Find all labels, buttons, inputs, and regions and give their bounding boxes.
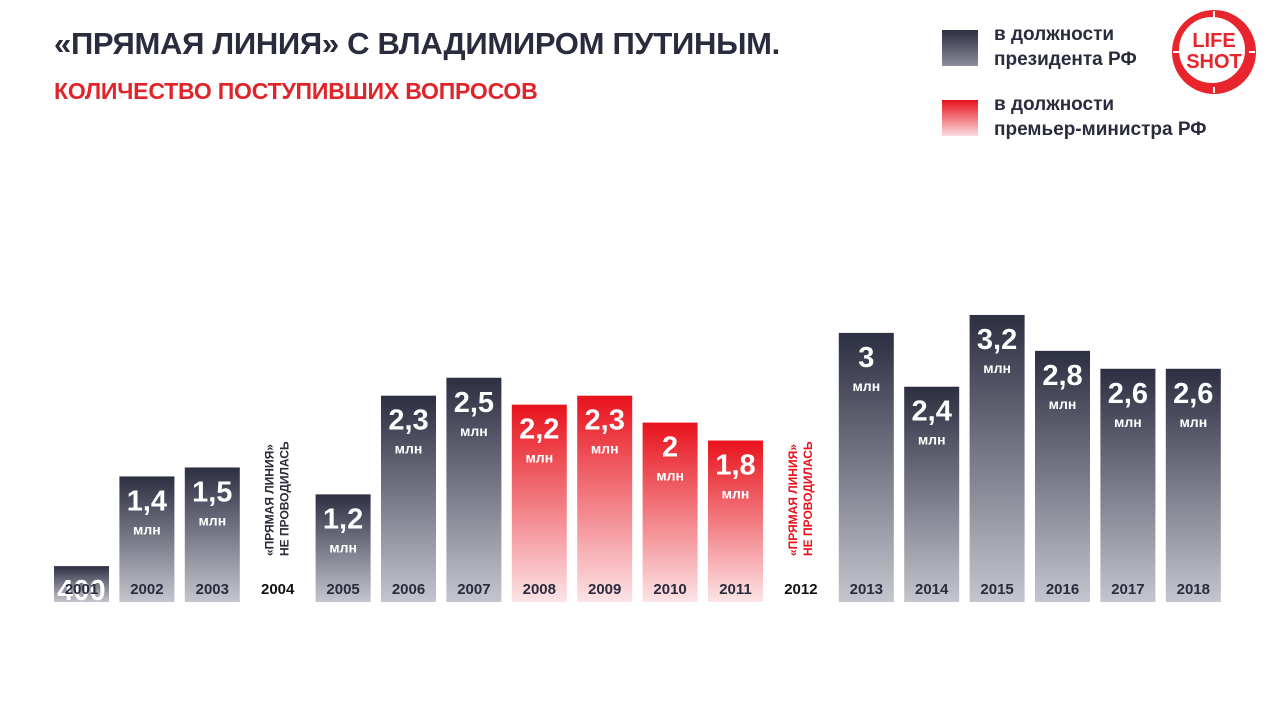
year-label-2013: 2013 <box>850 581 883 598</box>
logo-text-bottom: SHOT <box>1186 51 1242 73</box>
bar-2002 <box>119 476 175 602</box>
bar-2010 <box>642 422 698 602</box>
year-label-2003: 2003 <box>196 581 229 598</box>
bar-unit-2013: млн <box>852 378 880 394</box>
year-label-2017: 2017 <box>1111 581 1144 598</box>
bar-unit-2009: млн <box>591 441 619 457</box>
logo-ring <box>1179 17 1245 83</box>
chart-subtitle: КОЛИЧЕСТВО ПОСТУПИВШИХ ВОПРОСОВ <box>54 78 538 104</box>
bar-2003 <box>184 467 240 602</box>
bar-value-2015: 3,2 <box>977 324 1017 356</box>
bar-value-2002: 1,4 <box>127 485 167 517</box>
year-label-2014: 2014 <box>915 581 949 598</box>
bar-unit-2002: млн <box>133 521 161 537</box>
bar-2013 <box>838 332 894 602</box>
bar-2011 <box>708 440 763 602</box>
bar-2009 <box>577 395 633 602</box>
bar-value-2007: 2,5 <box>454 387 494 419</box>
year-label-2001: 2001 <box>65 581 98 598</box>
year-label-2002: 2002 <box>130 581 163 598</box>
bar-unit-2005: млн <box>329 539 357 555</box>
year-label-2018: 2018 <box>1177 581 1210 598</box>
lifeshot-logo: LIFE SHOT <box>1172 10 1256 94</box>
year-label-2010: 2010 <box>653 581 686 598</box>
bar-value-2018: 2,6 <box>1173 378 1213 410</box>
year-label-2004: 2004 <box>261 581 295 598</box>
bar-value-2003: 1,5 <box>192 476 232 508</box>
bar-value-2014: 2,4 <box>912 396 952 428</box>
year-label-2005: 2005 <box>326 581 359 598</box>
no-event-note-line2: НЕ ПРОВОДИЛАСЬ <box>801 441 815 556</box>
bar-2006 <box>381 395 436 602</box>
bar-unit-2011: млн <box>722 486 750 502</box>
year-label-2006: 2006 <box>392 581 425 598</box>
chart-title: «ПРЯМАЯ ЛИНИЯ» С ВЛАДИМИРОМ ПУТИНЫМ. <box>54 26 780 61</box>
no-event-note-line2: НЕ ПРОВОДИЛАСЬ <box>278 441 292 556</box>
bar-value-2013: 3 <box>858 342 874 374</box>
logo-text-top: LIFE <box>1192 30 1236 52</box>
legend-item-president: в должности президента РФ <box>942 22 1234 72</box>
bar-value-2005: 1,2 <box>323 503 363 535</box>
bar-unit-2006: млн <box>395 441 423 457</box>
bar-2017 <box>1100 368 1156 602</box>
no-event-note-2004: «ПРЯМАЯ ЛИНИЯ»НЕ ПРОВОДИЛАСЬ <box>263 441 292 556</box>
bar-unit-2016: млн <box>1049 396 1077 412</box>
year-label-2011: 2011 <box>719 581 752 598</box>
legend-swatch-president <box>942 30 978 66</box>
bar-2007 <box>446 377 502 602</box>
bar-2008 <box>511 404 567 602</box>
bar-unit-2003: млн <box>198 512 226 528</box>
bar-value-2008: 2,2 <box>519 414 559 446</box>
bar-value-2011: 1,8 <box>715 450 755 482</box>
legend-swatch-premier <box>942 100 978 136</box>
bar-2014 <box>904 386 960 602</box>
legend-label-president: в должности президента РФ <box>994 24 1137 70</box>
bar-unit-2014: млн <box>918 432 946 448</box>
bar-value-2017: 2,6 <box>1108 378 1148 410</box>
legend-item-premier: в должности премьер-министра РФ <box>942 92 1234 142</box>
no-event-note-line1: «ПРЯМАЯ ЛИНИЯ» <box>786 444 800 556</box>
bar-value-2009: 2,3 <box>585 405 625 437</box>
year-label-2012: 2012 <box>784 581 817 598</box>
bar-unit-2018: млн <box>1179 414 1207 430</box>
bar-unit-2017: млн <box>1114 414 1142 430</box>
year-label-2007: 2007 <box>457 581 490 598</box>
bar-2001 <box>54 566 109 602</box>
year-label-2016: 2016 <box>1046 581 1079 598</box>
bar-value-2010: 2 <box>662 432 678 464</box>
year-label-2009: 2009 <box>588 581 621 598</box>
bar-2005 <box>315 494 371 602</box>
bar-2018 <box>1165 368 1221 602</box>
bar-value-2016: 2,8 <box>1042 360 1082 392</box>
no-event-note-line1: «ПРЯМАЯ ЛИНИЯ» <box>263 444 277 556</box>
bar-2016 <box>1035 350 1090 602</box>
bar-unit-2001: тыс. <box>66 611 97 627</box>
year-label-2008: 2008 <box>523 581 556 598</box>
no-event-note-2012: «ПРЯМАЯ ЛИНИЯ»НЕ ПРОВОДИЛАСЬ <box>786 441 815 556</box>
bar-2015 <box>969 314 1025 602</box>
bar-unit-2010: млн <box>656 468 684 484</box>
bar-value-2006: 2,3 <box>388 405 428 437</box>
bar-unit-2015: млн <box>983 360 1011 376</box>
year-label-2015: 2015 <box>980 581 1013 598</box>
legend-label-premier: в должности премьер-министра РФ <box>994 94 1207 140</box>
bar-unit-2007: млн <box>460 423 488 439</box>
bar-unit-2008: млн <box>525 450 553 466</box>
bar-value-2001: 400 <box>57 575 105 607</box>
